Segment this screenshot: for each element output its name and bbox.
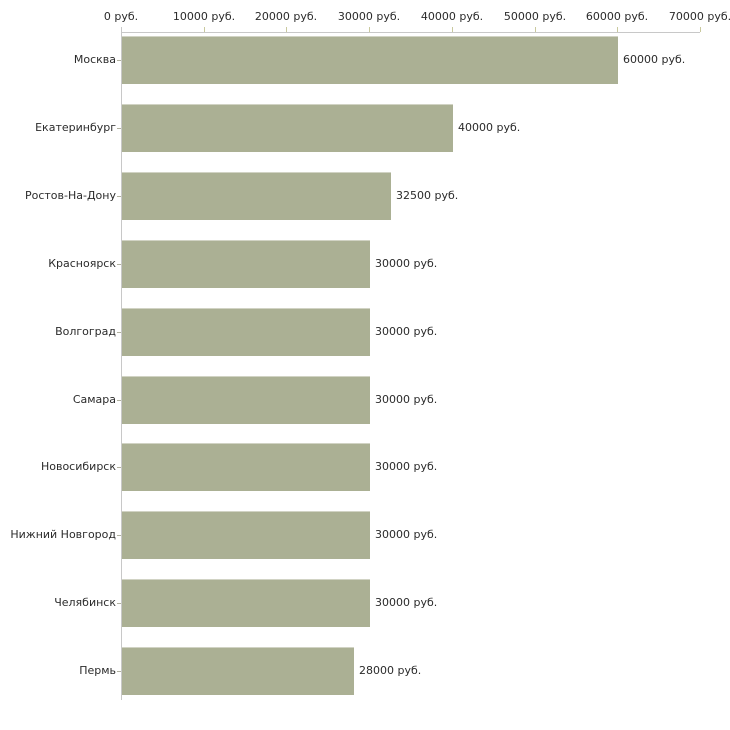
x-axis-tick [121,27,122,32]
value-label: 28000 руб. [359,664,422,677]
x-axis-tick [617,27,618,32]
value-label: 40000 руб. [458,121,521,134]
bar [122,511,370,559]
bar [122,172,391,220]
bar [122,647,354,695]
bar [122,36,618,84]
x-axis-tick-label: 40000 руб. [420,10,484,23]
x-axis-line [121,32,700,33]
x-axis-tick-label: 20000 руб. [254,10,318,23]
x-axis-tick-label: 30000 руб. [337,10,401,23]
category-label: Волгоград [55,325,116,338]
x-axis-tick [535,27,536,32]
x-axis-tick-label: 50000 руб. [503,10,567,23]
x-axis-tick-label: 60000 руб. [585,10,649,23]
category-label: Нижний Новгород [10,528,116,541]
bar [122,240,370,288]
x-axis-tick [452,27,453,32]
bar [122,443,370,491]
category-label: Красноярск [48,257,116,270]
value-label: 30000 руб. [375,596,438,609]
category-tick [117,332,121,333]
category-tick [117,603,121,604]
x-axis-tick [700,27,701,32]
category-label: Ростов-На-Дону [24,189,116,202]
value-label: 30000 руб. [375,257,438,270]
category-tick [117,467,121,468]
bar [122,579,370,627]
category-tick [117,60,121,61]
x-axis-tick [369,27,370,32]
category-label: Новосибирск [40,460,116,473]
value-label: 60000 руб. [623,53,686,66]
value-label: 32500 руб. [396,189,459,202]
value-label: 30000 руб. [375,393,438,406]
value-label: 30000 руб. [375,460,438,473]
category-tick [117,196,121,197]
category-tick [117,264,121,265]
category-tick [117,671,121,672]
x-axis-tick [204,27,205,32]
value-label: 30000 руб. [375,325,438,338]
category-tick [117,535,121,536]
category-label: Пермь [79,664,116,677]
value-label: 30000 руб. [375,528,438,541]
x-axis-tick [286,27,287,32]
bar [122,376,370,424]
y-axis-line [121,32,122,700]
category-label: Челябинск [54,596,116,609]
bar [122,308,370,356]
x-axis-tick-label: 70000 руб. [668,10,730,23]
category-label: Москва [73,53,116,66]
x-axis-tick-label: 0 руб. [103,10,139,23]
category-tick [117,128,121,129]
bar [122,104,453,152]
x-axis-tick-label: 10000 руб. [172,10,236,23]
category-label: Екатеринбург [35,121,116,134]
category-tick [117,400,121,401]
category-label: Самара [72,393,116,406]
